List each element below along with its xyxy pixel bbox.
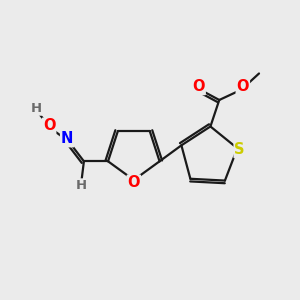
Text: O: O (192, 79, 205, 94)
Text: S: S (234, 142, 245, 157)
Text: H: H (76, 179, 87, 192)
Text: H: H (31, 102, 42, 115)
Text: N: N (61, 131, 73, 146)
Text: O: O (237, 79, 249, 94)
Text: O: O (128, 176, 140, 190)
Text: O: O (43, 118, 56, 134)
